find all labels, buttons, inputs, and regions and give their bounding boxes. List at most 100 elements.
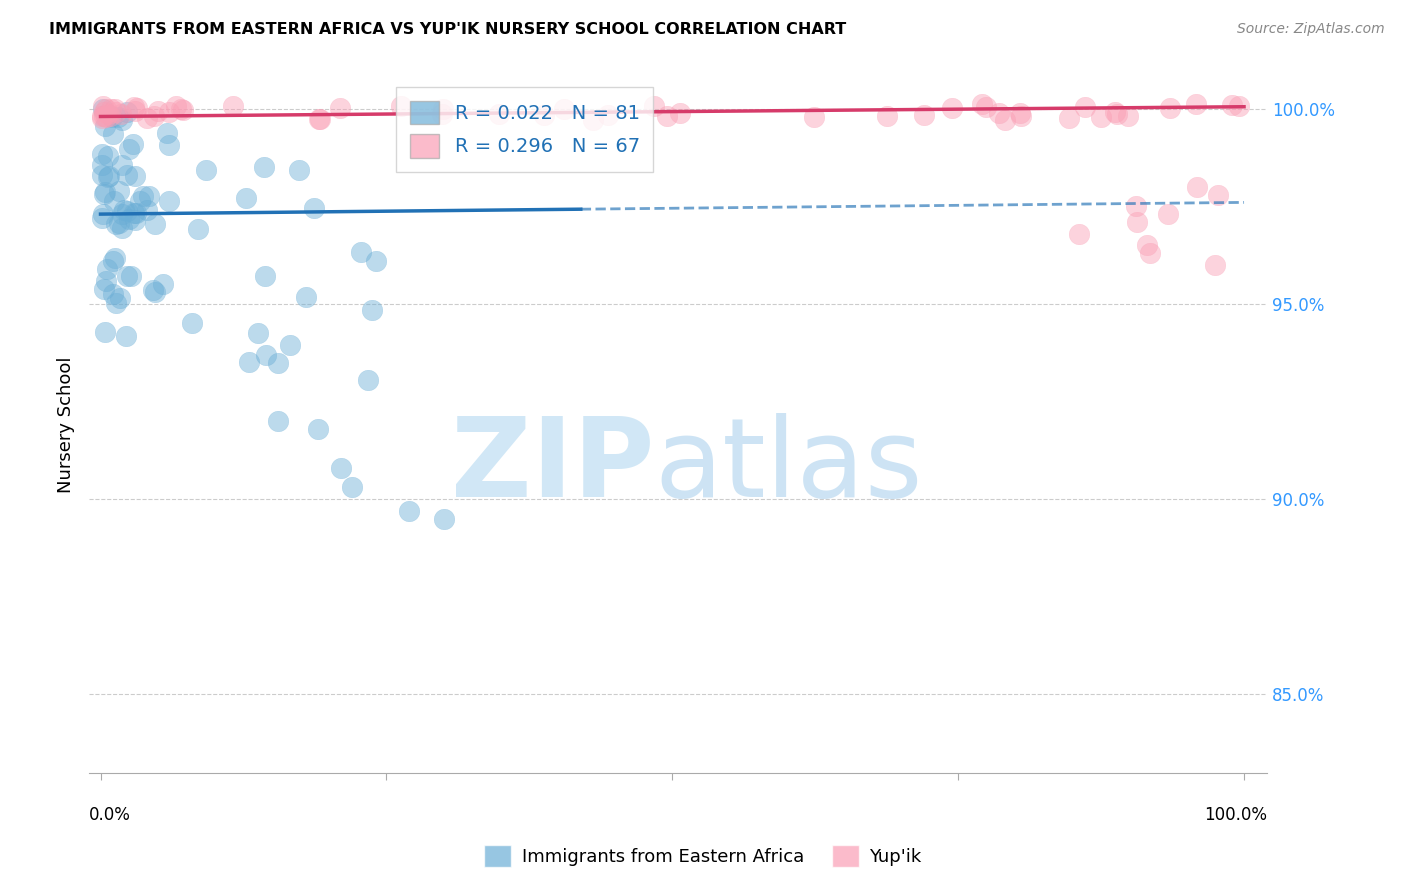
Point bbox=[94, 110, 117, 124]
Point bbox=[105, 295, 128, 310]
Point bbox=[1104, 105, 1126, 120]
Point bbox=[124, 103, 146, 118]
Point bbox=[1227, 99, 1250, 113]
Point bbox=[93, 282, 115, 296]
Point bbox=[170, 102, 193, 116]
Point bbox=[111, 158, 134, 172]
Point bbox=[340, 480, 363, 494]
Text: Source: ZipAtlas.com: Source: ZipAtlas.com bbox=[1237, 22, 1385, 37]
Point bbox=[103, 194, 125, 209]
Point bbox=[90, 111, 112, 125]
Point bbox=[1185, 97, 1208, 112]
Point bbox=[115, 329, 138, 343]
Point bbox=[302, 201, 325, 215]
Point bbox=[90, 158, 112, 172]
Point bbox=[138, 188, 160, 202]
Point bbox=[108, 185, 131, 199]
Point bbox=[1159, 101, 1181, 115]
Point bbox=[117, 268, 139, 283]
Point bbox=[582, 112, 605, 127]
Point bbox=[181, 317, 204, 331]
Point bbox=[254, 348, 277, 362]
Point bbox=[94, 274, 117, 288]
Point bbox=[97, 149, 120, 163]
Point bbox=[253, 268, 276, 283]
Point bbox=[152, 277, 174, 292]
Point bbox=[111, 220, 134, 235]
Point bbox=[101, 287, 124, 301]
Point bbox=[1220, 97, 1243, 112]
Point bbox=[111, 113, 134, 128]
Point bbox=[1206, 187, 1229, 202]
Point bbox=[194, 163, 217, 178]
Point bbox=[1057, 112, 1080, 126]
Text: 0.0%: 0.0% bbox=[89, 805, 131, 824]
Text: atlas: atlas bbox=[654, 413, 922, 520]
Point bbox=[104, 102, 127, 116]
Point bbox=[96, 102, 118, 116]
Point bbox=[122, 206, 145, 220]
Point bbox=[533, 108, 555, 122]
Point bbox=[350, 244, 373, 259]
Point bbox=[132, 189, 155, 203]
Point bbox=[104, 105, 127, 120]
Point bbox=[93, 325, 115, 339]
Point bbox=[90, 168, 112, 182]
Point bbox=[398, 504, 420, 518]
Point bbox=[1136, 238, 1159, 252]
Point bbox=[157, 194, 180, 208]
Point bbox=[122, 100, 145, 114]
Point bbox=[103, 127, 125, 141]
Y-axis label: Nursery School: Nursery School bbox=[58, 357, 75, 493]
Legend: Immigrants from Eastern Africa, Yup'ik: Immigrants from Eastern Africa, Yup'ik bbox=[477, 838, 929, 874]
Point bbox=[329, 461, 352, 475]
Point bbox=[912, 108, 935, 122]
Point bbox=[1107, 107, 1129, 121]
Point bbox=[172, 103, 194, 117]
Point bbox=[246, 326, 269, 341]
Point bbox=[278, 338, 301, 352]
Point bbox=[157, 137, 180, 152]
Point bbox=[235, 192, 257, 206]
Point bbox=[135, 111, 157, 125]
Text: IMMIGRANTS FROM EASTERN AFRICA VS YUP'IK NURSERY SCHOOL CORRELATION CHART: IMMIGRANTS FROM EASTERN AFRICA VS YUP'IK… bbox=[49, 22, 846, 37]
Point bbox=[93, 186, 115, 201]
Point bbox=[1185, 179, 1208, 194]
Point bbox=[143, 285, 166, 300]
Point bbox=[124, 206, 146, 220]
Legend: R = 0.022   N = 81, R = 0.296   N = 67: R = 0.022 N = 81, R = 0.296 N = 67 bbox=[396, 87, 654, 171]
Point bbox=[121, 136, 143, 151]
Point bbox=[165, 99, 187, 113]
Point bbox=[432, 511, 454, 525]
Point bbox=[553, 102, 575, 116]
Point bbox=[488, 107, 510, 121]
Point bbox=[94, 119, 117, 133]
Point bbox=[98, 110, 121, 124]
Point bbox=[124, 212, 146, 227]
Point bbox=[93, 186, 115, 200]
Point bbox=[309, 112, 332, 127]
Point bbox=[1010, 106, 1032, 120]
Point bbox=[1010, 109, 1032, 123]
Point bbox=[993, 112, 1015, 127]
Point bbox=[135, 203, 157, 218]
Point bbox=[876, 110, 898, 124]
Point bbox=[328, 101, 350, 115]
Point bbox=[941, 101, 963, 115]
Text: ZIP: ZIP bbox=[451, 413, 654, 520]
Point bbox=[803, 110, 825, 124]
Point bbox=[295, 289, 318, 303]
Point bbox=[104, 251, 127, 265]
Point bbox=[157, 104, 180, 119]
Point bbox=[432, 103, 454, 117]
Point bbox=[1125, 199, 1147, 213]
Point bbox=[142, 283, 165, 297]
Point bbox=[142, 109, 165, 123]
Point bbox=[118, 142, 141, 156]
Point bbox=[1126, 215, 1149, 229]
Point bbox=[222, 99, 245, 113]
Point bbox=[100, 103, 122, 117]
Point bbox=[156, 126, 179, 140]
Point bbox=[107, 110, 129, 124]
Point bbox=[115, 203, 138, 218]
